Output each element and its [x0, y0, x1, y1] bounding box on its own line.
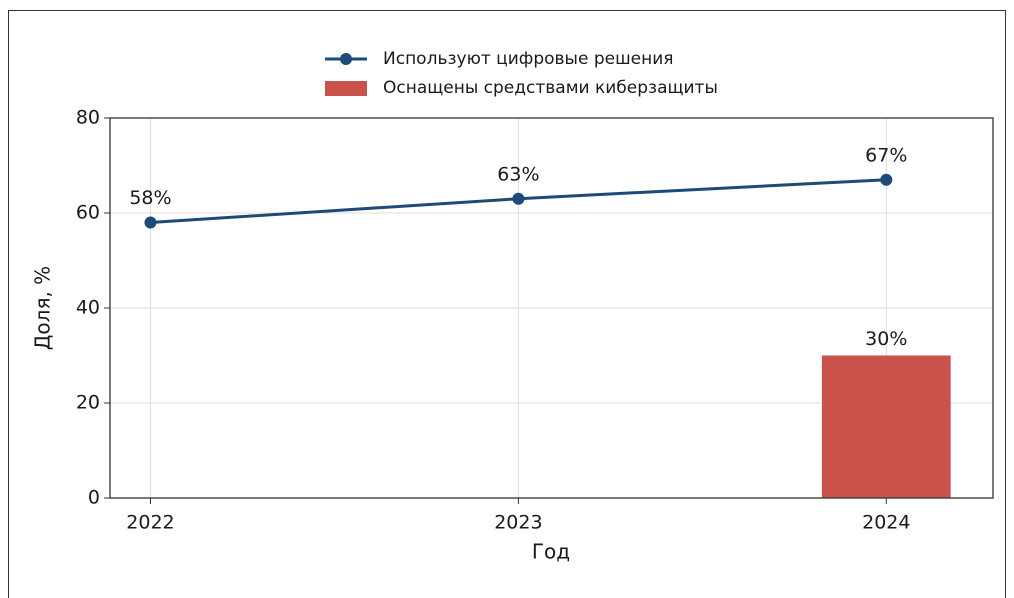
- y-tick-label: 20: [76, 392, 100, 414]
- point: [144, 216, 157, 229]
- legend-label: Оснащены средствами киберзащиты: [383, 78, 718, 98]
- x-tick-label: 2023: [494, 512, 542, 534]
- data-label: 58%: [129, 187, 171, 209]
- y-tick-label: 60: [76, 202, 100, 224]
- x-axis-label: Год: [532, 540, 570, 564]
- point: [512, 192, 525, 205]
- y-axis-label: Доля, %: [31, 266, 55, 350]
- data-label: 63%: [497, 163, 539, 185]
- y-tick-label: 80: [76, 107, 100, 129]
- frame: [8, 10, 1006, 598]
- legend-swatch: [325, 81, 367, 96]
- point: [880, 173, 893, 186]
- data-label: 30%: [865, 328, 907, 350]
- legend-label: Используют цифровые решения: [383, 49, 674, 69]
- y-tick-label: 0: [88, 487, 100, 509]
- y-tick-label: 40: [76, 297, 100, 319]
- x-tick-label: 2024: [862, 512, 910, 534]
- bar: [821, 355, 951, 498]
- legend-swatch: [340, 53, 352, 65]
- x-tick-label: 2022: [126, 512, 174, 534]
- data-label: 67%: [865, 144, 907, 166]
